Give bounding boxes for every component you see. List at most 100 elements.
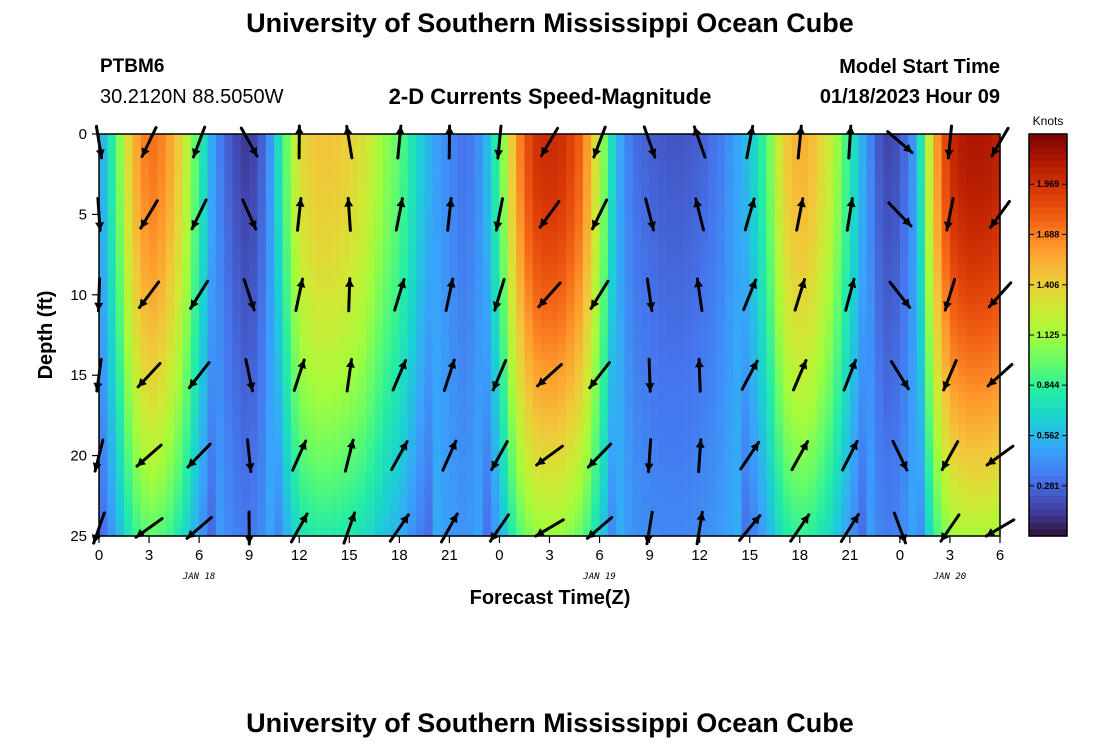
heatmap-cell	[390, 150, 400, 159]
heatmap-cell	[758, 375, 767, 384]
heatmap-cell	[774, 174, 784, 183]
heatmap-cell	[599, 174, 609, 183]
heatmap-cell	[390, 423, 400, 433]
heatmap-cell	[891, 447, 901, 457]
heatmap-cell	[816, 447, 826, 457]
heatmap-cell	[566, 391, 576, 400]
heatmap-cell	[799, 463, 809, 473]
heatmap-cell	[240, 182, 250, 191]
heatmap-cell	[265, 503, 275, 513]
heatmap-cell	[332, 270, 342, 280]
heatmap-cell	[224, 455, 234, 465]
heatmap-cell	[941, 238, 951, 248]
heatmap-cell	[724, 206, 734, 215]
heatmap-cell	[182, 343, 192, 352]
heatmap-cell	[516, 214, 526, 224]
heatmap-cell	[466, 367, 476, 376]
heatmap-cell	[124, 375, 133, 384]
heatmap-cell	[974, 399, 984, 408]
heatmap-cell	[365, 174, 375, 183]
heatmap-cell	[407, 367, 417, 376]
heatmap-cell	[841, 479, 851, 489]
heatmap-cell	[724, 142, 734, 151]
heatmap-cell	[265, 407, 275, 416]
heatmap-cell	[833, 487, 843, 497]
heatmap-cell	[449, 262, 459, 272]
heatmap-cell	[482, 182, 492, 191]
heatmap-cell	[582, 447, 592, 457]
heatmap-cell	[949, 270, 959, 280]
heatmap-cell	[424, 262, 434, 272]
heatmap-cell	[257, 439, 267, 449]
heatmap-cell	[399, 190, 409, 199]
heatmap-cell	[499, 222, 509, 232]
heatmap-cell	[199, 343, 209, 352]
heatmap-cell	[207, 335, 217, 344]
heatmap-cell	[491, 343, 501, 352]
heatmap-cell	[140, 343, 150, 352]
heatmap-cell	[708, 198, 717, 207]
heatmap-cell	[182, 326, 192, 336]
heatmap-cell	[449, 246, 459, 256]
heatmap-cell	[674, 431, 684, 441]
heatmap-cell	[582, 214, 592, 224]
heatmap-cell	[574, 142, 584, 151]
heatmap-cell	[657, 310, 667, 320]
heatmap-cell	[924, 254, 934, 264]
heatmap-cell	[783, 391, 793, 400]
heatmap-cell	[157, 447, 167, 457]
heatmap-cell	[382, 262, 392, 272]
heatmap-cell	[482, 399, 492, 408]
heatmap-cell	[708, 359, 717, 368]
heatmap-cell	[299, 254, 309, 264]
heatmap-cell	[824, 294, 834, 304]
heatmap-cell	[749, 367, 759, 376]
heatmap-cell	[816, 286, 826, 296]
heatmap-cell	[941, 335, 951, 344]
heatmap-cell	[390, 471, 400, 481]
heatmap-cell	[941, 391, 951, 400]
heatmap-cell	[557, 407, 567, 416]
heatmap-cell	[883, 206, 893, 215]
heatmap-cell	[432, 471, 442, 481]
heatmap-cell	[682, 278, 692, 288]
heatmap-cell	[174, 190, 184, 199]
heatmap-cell	[916, 487, 926, 497]
heatmap-cell	[833, 206, 843, 215]
heatmap-cell	[557, 142, 567, 151]
heatmap-cell	[958, 230, 968, 240]
heatmap-cell	[382, 214, 392, 224]
heatmap-cell	[924, 230, 934, 240]
heatmap-cell	[966, 278, 976, 288]
heatmap-cell	[149, 302, 158, 312]
heatmap-cell	[265, 431, 275, 441]
heatmap-cell	[816, 463, 826, 473]
heatmap-cell	[808, 150, 818, 159]
heatmap-cell	[649, 214, 659, 224]
heatmap-cell	[891, 471, 901, 481]
heatmap-cell	[766, 375, 776, 384]
heatmap-cell	[924, 158, 934, 167]
heatmap-cell	[624, 166, 634, 175]
heatmap-cell	[991, 254, 1001, 264]
heatmap-cell	[741, 399, 751, 408]
heatmap-cell	[833, 383, 843, 392]
heatmap-cell	[691, 439, 701, 449]
heatmap-cell	[708, 134, 717, 143]
heatmap-cell	[682, 431, 692, 441]
heatmap-cell	[582, 367, 592, 376]
heatmap-cell	[324, 198, 334, 207]
heatmap-cell	[799, 335, 809, 344]
heatmap-cell	[958, 351, 968, 360]
heatmap-cell	[299, 383, 309, 392]
heatmap-cell	[224, 439, 234, 449]
heatmap-cell	[374, 383, 384, 392]
heatmap-cell	[507, 302, 517, 312]
heatmap-cell	[240, 343, 250, 352]
heatmap-cell	[165, 246, 175, 256]
heatmap-cell	[107, 471, 117, 481]
heatmap-cell	[257, 487, 267, 497]
heatmap-cell	[257, 182, 267, 191]
heatmap-cell	[491, 134, 501, 143]
heatmap-cell	[591, 302, 601, 312]
